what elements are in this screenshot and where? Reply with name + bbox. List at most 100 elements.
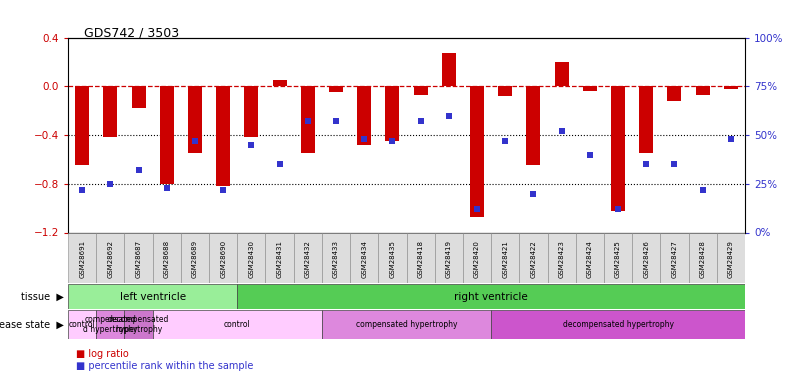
Bar	[153, 310, 322, 339]
Bar	[124, 232, 153, 283]
Bar	[442, 53, 456, 86]
Bar	[237, 284, 745, 309]
Bar	[378, 232, 407, 283]
Bar	[583, 86, 597, 91]
Text: GSM28428: GSM28428	[699, 240, 706, 278]
Text: compensated hypertrophy: compensated hypertrophy	[356, 320, 457, 329]
Bar	[548, 232, 576, 283]
Bar	[237, 232, 265, 283]
Text: GSM28423: GSM28423	[558, 240, 565, 278]
Bar	[272, 80, 287, 86]
Bar	[470, 86, 484, 217]
Bar	[329, 86, 343, 92]
Bar	[491, 232, 519, 283]
Bar	[526, 86, 541, 165]
Bar	[103, 86, 118, 138]
Text: disease state  ▶: disease state ▶	[0, 320, 64, 330]
Text: GSM28430: GSM28430	[248, 240, 255, 278]
Bar	[96, 232, 124, 283]
Text: compensated
d hypertrophy: compensated d hypertrophy	[83, 315, 138, 334]
Point	[217, 187, 230, 193]
Text: GSM28420: GSM28420	[474, 240, 480, 278]
Bar	[724, 86, 738, 89]
Text: GSM28687: GSM28687	[135, 240, 142, 278]
Bar	[188, 86, 202, 153]
Text: GSM28433: GSM28433	[333, 240, 339, 278]
Text: GSM28424: GSM28424	[587, 240, 593, 278]
Text: GSM28422: GSM28422	[530, 240, 537, 278]
Text: GSM28688: GSM28688	[163, 240, 170, 278]
Bar	[124, 310, 153, 339]
Bar	[689, 232, 717, 283]
Bar	[554, 62, 569, 86]
Point	[499, 138, 512, 144]
Bar	[660, 232, 689, 283]
Bar	[385, 86, 400, 141]
Point	[527, 190, 540, 196]
Point	[329, 118, 342, 124]
Text: tissue  ▶: tissue ▶	[21, 292, 64, 302]
Bar	[300, 86, 315, 153]
Bar	[181, 232, 209, 283]
Bar	[435, 232, 463, 283]
Bar	[611, 86, 625, 211]
Bar	[413, 86, 428, 95]
Text: GSM28427: GSM28427	[671, 240, 678, 278]
Text: GSM28434: GSM28434	[361, 240, 367, 278]
Point	[414, 118, 427, 124]
Text: ■ log ratio: ■ log ratio	[76, 350, 129, 359]
Text: GSM28690: GSM28690	[220, 240, 226, 278]
Text: decompensated
hypertrophy: decompensated hypertrophy	[108, 315, 169, 334]
Point	[245, 142, 258, 148]
Text: GSM28431: GSM28431	[276, 240, 283, 278]
Point	[668, 161, 681, 167]
Point	[555, 128, 568, 134]
Text: right ventricle: right ventricle	[454, 292, 528, 302]
Bar	[717, 232, 745, 283]
Bar	[322, 232, 350, 283]
Text: GSM28425: GSM28425	[615, 240, 621, 278]
Point	[104, 181, 117, 187]
Bar	[667, 86, 682, 101]
Bar	[322, 310, 491, 339]
Point	[442, 112, 455, 118]
Point	[583, 152, 596, 157]
Bar	[216, 86, 230, 186]
Point	[724, 136, 737, 142]
Text: GSM28432: GSM28432	[305, 240, 311, 278]
Bar	[96, 310, 124, 339]
Text: GSM28435: GSM28435	[389, 240, 396, 278]
Bar	[639, 86, 654, 153]
Point	[471, 206, 484, 212]
Bar	[131, 86, 146, 108]
Text: GSM28692: GSM28692	[107, 240, 114, 278]
Bar	[265, 232, 294, 283]
Bar	[294, 232, 322, 283]
Bar	[498, 86, 513, 96]
Point	[386, 138, 399, 144]
Bar	[75, 86, 89, 165]
Point	[301, 118, 314, 124]
Text: GSM28426: GSM28426	[643, 240, 650, 278]
Point	[76, 187, 89, 193]
Bar	[491, 310, 745, 339]
Bar	[463, 232, 491, 283]
Bar	[159, 86, 174, 184]
Bar	[350, 232, 378, 283]
Text: left ventricle: left ventricle	[119, 292, 186, 302]
Text: GSM28689: GSM28689	[192, 240, 198, 278]
Bar	[68, 284, 237, 309]
Text: GSM28421: GSM28421	[502, 240, 508, 278]
Text: decompensated hypertrophy: decompensated hypertrophy	[562, 320, 674, 329]
Point	[696, 187, 709, 193]
Bar	[209, 232, 237, 283]
Bar	[357, 86, 371, 145]
Bar	[519, 232, 548, 283]
Bar	[68, 310, 96, 339]
Bar	[604, 232, 632, 283]
Point	[160, 184, 173, 190]
Bar	[576, 232, 604, 283]
Text: ■ percentile rank within the sample: ■ percentile rank within the sample	[76, 361, 253, 370]
Bar	[68, 232, 96, 283]
Bar	[244, 86, 259, 138]
